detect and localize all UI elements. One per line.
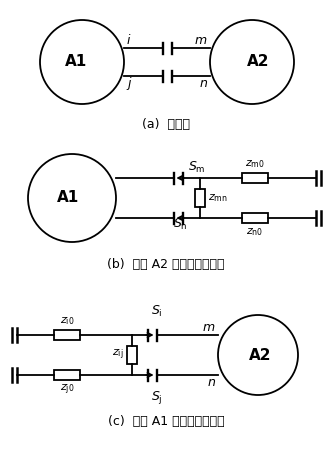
Text: $S_{\rm m}$: $S_{\rm m}$ — [188, 160, 206, 175]
Text: (c)  区域 A1 诺顿等值后网络: (c) 区域 A1 诺顿等值后网络 — [108, 415, 224, 428]
Text: m: m — [195, 34, 207, 47]
Bar — [54, 330, 80, 340]
Text: $z_{\rm n0}$: $z_{\rm n0}$ — [246, 226, 264, 238]
Text: $S_{\rm n}$: $S_{\rm n}$ — [173, 217, 188, 232]
Bar — [242, 173, 268, 183]
Bar — [127, 346, 137, 364]
Text: j: j — [127, 77, 130, 90]
Text: $z_{\rm j0}$: $z_{\rm j0}$ — [60, 383, 74, 397]
Text: $z_{\rm mn}$: $z_{\rm mn}$ — [208, 192, 228, 204]
Text: i: i — [127, 34, 130, 47]
Text: (a)  原系统: (a) 原系统 — [142, 118, 190, 131]
Text: A2: A2 — [249, 348, 271, 363]
Bar — [54, 370, 80, 380]
Bar — [195, 189, 205, 207]
Text: n: n — [199, 77, 207, 90]
Bar — [242, 213, 268, 223]
Text: A2: A2 — [247, 54, 269, 70]
Text: m: m — [203, 321, 215, 334]
Text: $z_{\rm m0}$: $z_{\rm m0}$ — [245, 158, 265, 170]
Text: n: n — [207, 376, 215, 389]
Text: $z_{\rm i0}$: $z_{\rm i0}$ — [60, 315, 74, 327]
Text: $S_{\rm j}$: $S_{\rm j}$ — [151, 389, 163, 406]
Text: A1: A1 — [57, 190, 79, 205]
Text: $S_{\rm i}$: $S_{\rm i}$ — [151, 304, 163, 319]
Text: (b)  区域 A2 诺顿等值后网络: (b) 区域 A2 诺顿等值后网络 — [107, 258, 225, 271]
Text: A1: A1 — [65, 54, 87, 70]
Text: $z_{\rm ij}$: $z_{\rm ij}$ — [113, 348, 124, 362]
